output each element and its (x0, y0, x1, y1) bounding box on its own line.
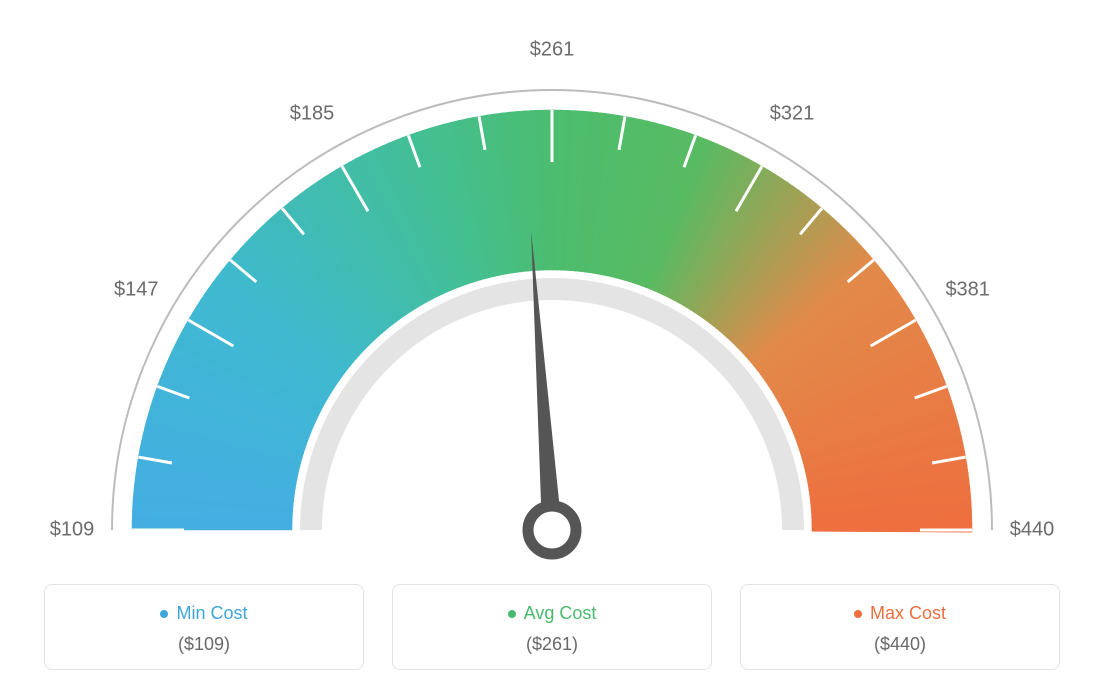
gauge-svg (0, 0, 1104, 560)
legend-card-avg: Avg Cost ($261) (392, 584, 712, 670)
legend-card-min: Min Cost ($109) (44, 584, 364, 670)
gauge-tick-label: $321 (770, 103, 815, 126)
gauge-tick-label: $381 (945, 279, 990, 302)
legend-value-avg: ($261) (403, 634, 701, 655)
gauge-chart: $109 $147 $185 $261 $321 $381 $440 (0, 0, 1104, 560)
legend-row: Min Cost ($109) Avg Cost ($261) Max Cost… (0, 584, 1104, 670)
legend-label-avg: Avg Cost (524, 603, 597, 624)
legend-title-avg: Avg Cost (508, 603, 597, 624)
legend-value-max: ($440) (751, 634, 1049, 655)
legend-dot-avg (508, 610, 516, 618)
legend-card-max: Max Cost ($440) (740, 584, 1060, 670)
gauge-tick-label: $147 (114, 279, 159, 302)
gauge-tick-label: $261 (530, 39, 575, 62)
gauge-tick-label: $440 (1010, 519, 1055, 542)
legend-label-min: Min Cost (176, 603, 247, 624)
legend-label-max: Max Cost (870, 603, 946, 624)
legend-value-min: ($109) (55, 634, 353, 655)
legend-dot-min (160, 610, 168, 618)
gauge-tick-label: $185 (290, 103, 335, 126)
legend-title-min: Min Cost (160, 603, 247, 624)
gauge-tick-label: $109 (50, 519, 95, 542)
legend-dot-max (854, 610, 862, 618)
legend-title-max: Max Cost (854, 603, 946, 624)
